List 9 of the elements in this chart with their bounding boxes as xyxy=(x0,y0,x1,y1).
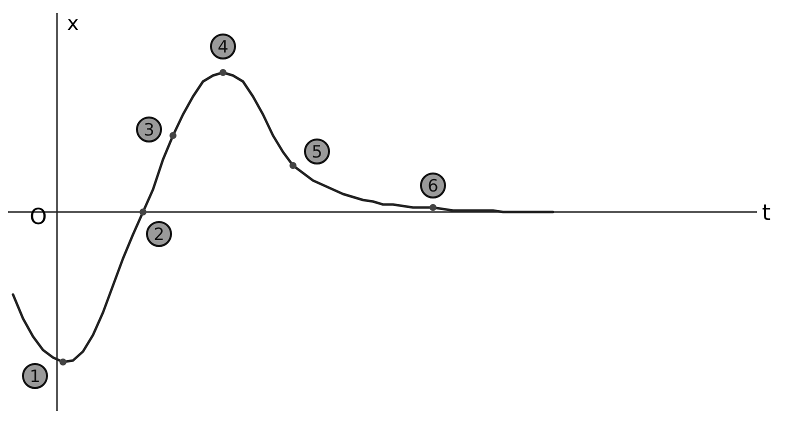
annotation: 2 xyxy=(154,225,164,245)
text: t xyxy=(762,201,771,226)
annotation: O xyxy=(30,205,47,230)
text: 1 xyxy=(30,367,40,387)
annotation: 3 xyxy=(144,120,154,140)
text: 4 xyxy=(218,38,228,58)
y-axis-title: x xyxy=(67,11,79,35)
annotation: 6 xyxy=(428,176,438,196)
annotation: 5 xyxy=(312,142,322,162)
